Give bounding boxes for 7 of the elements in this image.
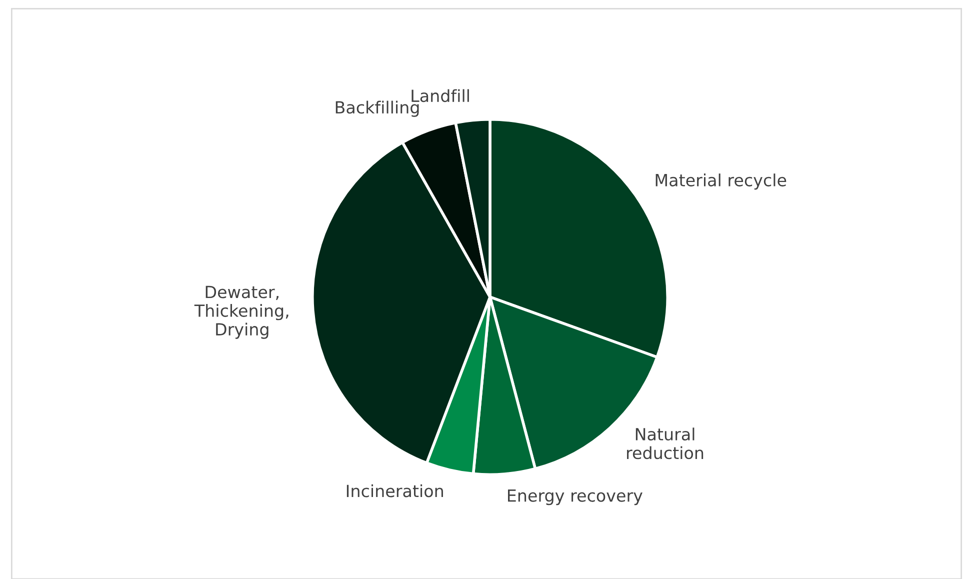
slice-label: Energy recovery (508, 489, 642, 506)
slice-label: Landfill (412, 89, 469, 102)
slice-label: Material recycle (656, 174, 786, 190)
slice-label: Dewater, Thickening, Drying (194, 286, 288, 339)
slice-label: Backfilling (336, 100, 419, 117)
slice-label: Incineration (346, 484, 443, 498)
slice-label: Natural reduction (627, 428, 704, 460)
